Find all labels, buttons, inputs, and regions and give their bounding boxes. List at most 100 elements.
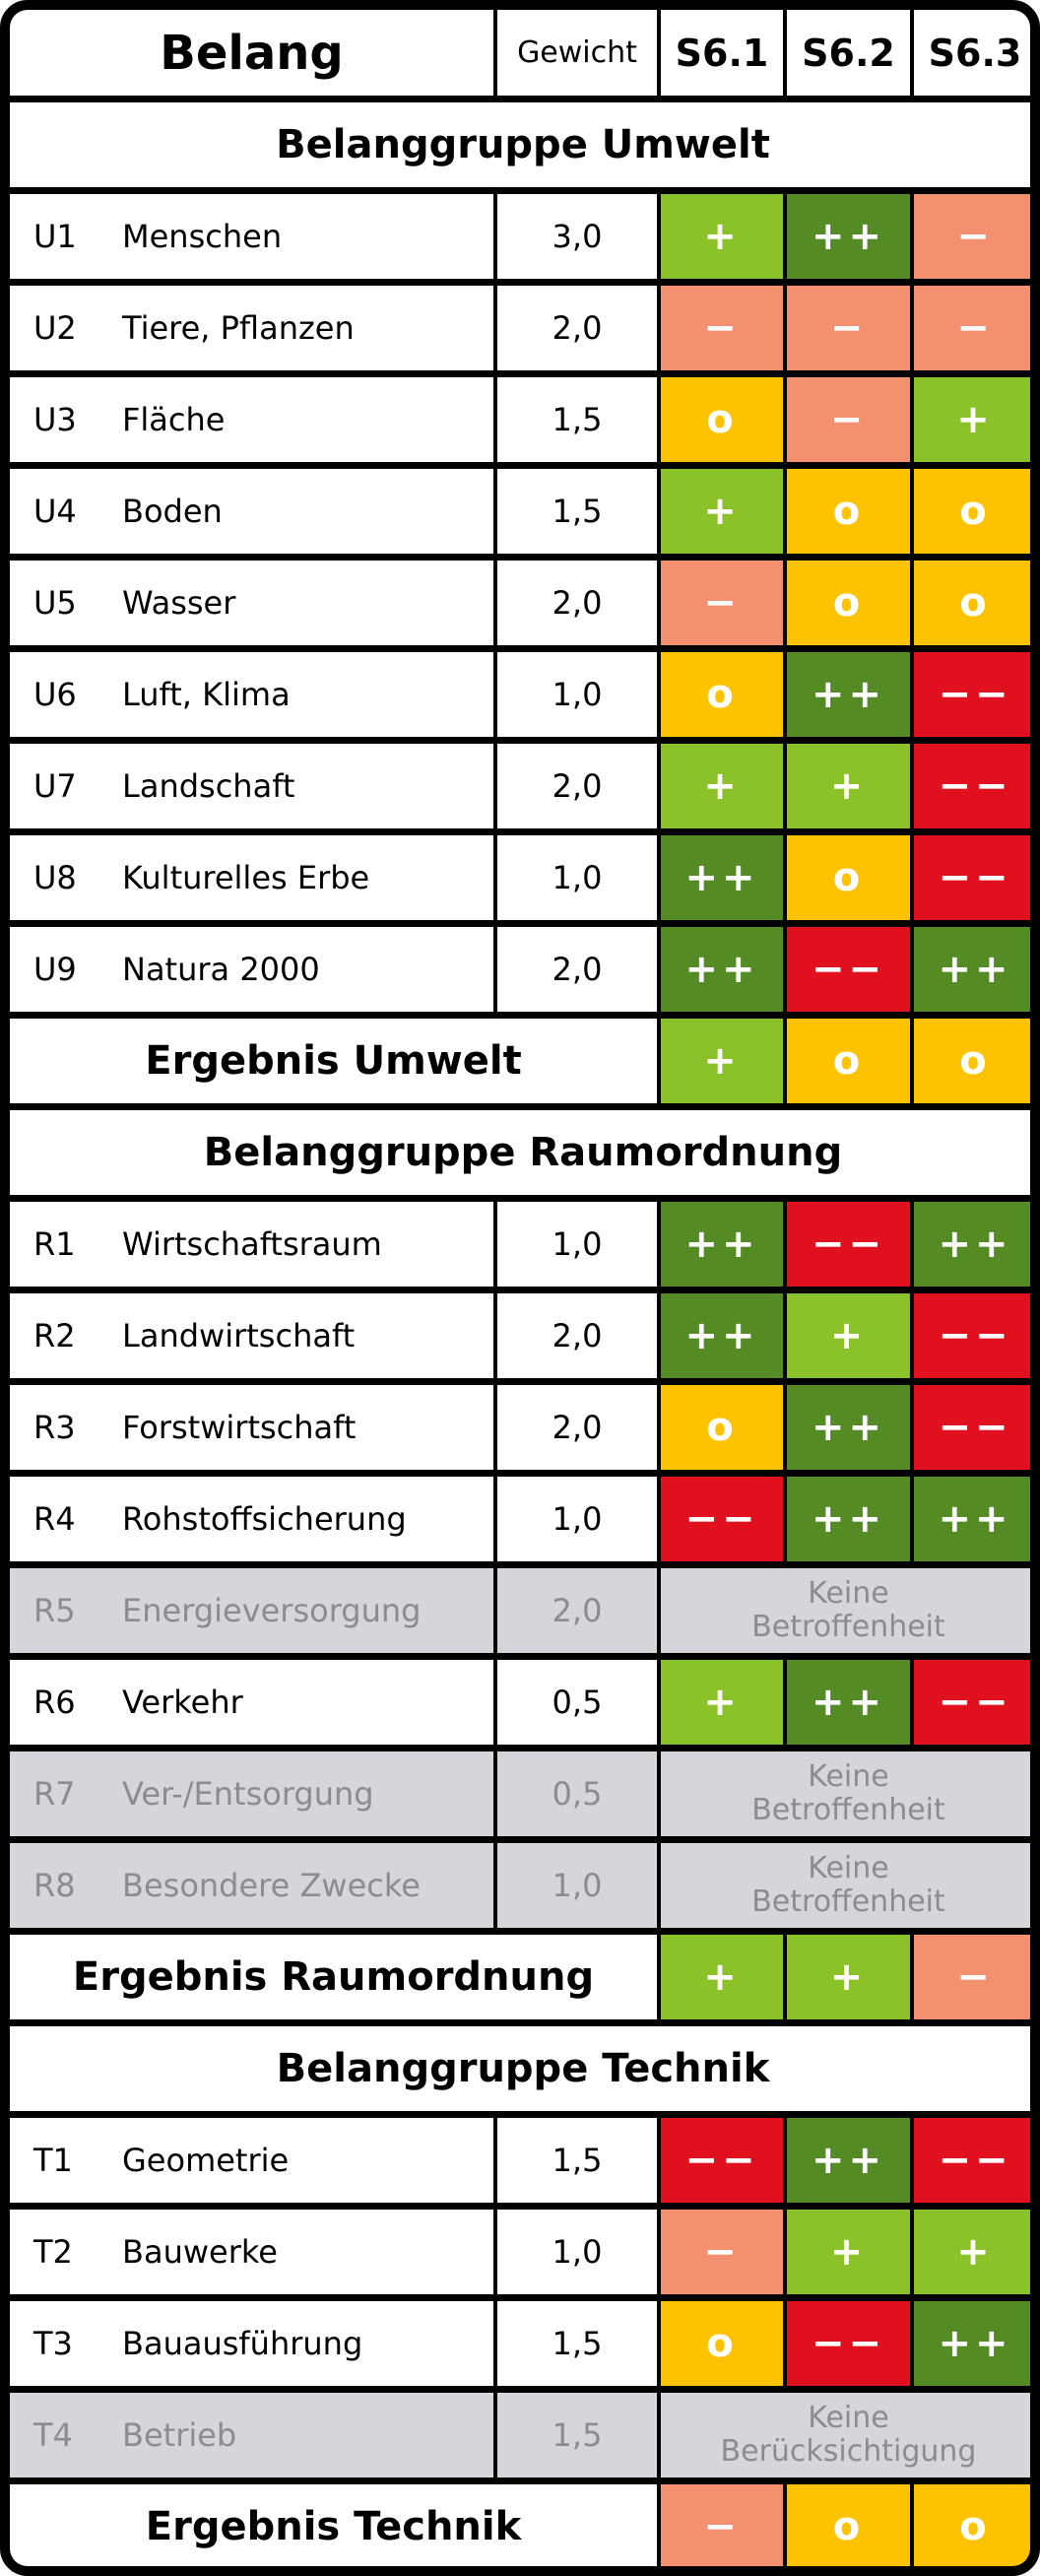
belang-name-cell: T1 Geometrie	[10, 2118, 493, 2203]
rating-cell: +	[661, 469, 783, 554]
belang-name: Natura 2000	[122, 951, 320, 988]
belang-name: Forstwirtschaft	[122, 1409, 357, 1446]
not-applicable-note: Keine Berücksichtigung	[661, 2393, 1030, 2477]
rating-cell: o	[661, 2301, 783, 2386]
rating-cell: o	[787, 835, 910, 920]
result-label: Ergebnis Umwelt	[10, 1019, 657, 1103]
belang-name: Verkehr	[122, 1684, 243, 1721]
not-applicable-note: Keine Betroffenheit	[661, 1751, 1030, 1836]
header-s6-1: S6.1	[661, 10, 783, 96]
belang-name-cell: U8 Kulturelles Erbe	[10, 835, 493, 920]
belang-code: U3	[33, 401, 77, 438]
belang-code: U1	[33, 218, 77, 255]
weight-value: 2,0	[497, 1293, 657, 1378]
belang-code: U6	[33, 676, 77, 713]
note-line: Betroffenheit	[751, 1884, 945, 1919]
belang-name: Betrieb	[122, 2416, 237, 2454]
weight-value: 2,0	[497, 744, 657, 828]
belang-name: Landwirtschaft	[122, 1317, 356, 1354]
belang-name-cell: U9 Natura 2000	[10, 927, 493, 1012]
belang-name: Ver-/Entsorgung	[122, 1775, 374, 1813]
rating-cell: ++	[661, 1202, 783, 1287]
belang-code: T4	[33, 2416, 73, 2454]
weight-value: 0,5	[497, 1751, 657, 1836]
result-rating-cell: o	[787, 2484, 910, 2566]
header-s6-2: S6.2	[787, 10, 910, 96]
belang-name: Fläche	[122, 401, 226, 438]
weight-value: 1,5	[497, 377, 657, 462]
rating-cell: +	[787, 1293, 910, 1378]
result-rating-cell: +	[661, 1019, 783, 1103]
belang-name-cell: U4 Boden	[10, 469, 493, 554]
rating-cell: +	[914, 377, 1030, 462]
belang-code: R1	[33, 1225, 76, 1263]
rating-cell: −	[661, 561, 783, 645]
group-title: Belanggruppe Raumordnung	[10, 1110, 1030, 1195]
belang-name: Tiere, Pflanzen	[122, 309, 355, 347]
belang-code: U9	[33, 951, 77, 988]
belang-name: Geometrie	[122, 2142, 290, 2179]
rating-cell: −−	[661, 1477, 783, 1561]
header-gewicht: Gewicht	[497, 10, 657, 96]
weight-value: 1,5	[497, 2393, 657, 2477]
rating-cell: +	[661, 744, 783, 828]
rating-cell: ++	[787, 194, 910, 279]
weight-value: 1,5	[497, 2301, 657, 2386]
weight-value: 2,0	[497, 286, 657, 370]
belang-name: Menschen	[122, 218, 283, 255]
belang-name: Rohstoffsicherung	[122, 1500, 407, 1538]
result-rating-cell: o	[787, 1019, 910, 1103]
weight-value: 2,0	[497, 1385, 657, 1470]
belang-name: Wirtschaftsraum	[122, 1225, 382, 1263]
belang-name-cell: U7 Landschaft	[10, 744, 493, 828]
belang-name-cell: U5 Wasser	[10, 561, 493, 645]
rating-cell: ++	[914, 1477, 1030, 1561]
belang-name-cell: R4 Rohstoffsicherung	[10, 1477, 493, 1561]
result-rating-cell: o	[914, 1019, 1030, 1103]
note-line: Keine	[808, 1759, 889, 1794]
belang-name-cell: U2 Tiere, Pflanzen	[10, 286, 493, 370]
weight-value: 1,0	[497, 2210, 657, 2294]
belang-name: Landschaft	[122, 767, 295, 805]
note-line: Berücksichtigung	[720, 2434, 977, 2469]
belang-code: R8	[33, 1867, 76, 1904]
belang-code: R4	[33, 1500, 76, 1538]
rating-cell: −−	[914, 1385, 1030, 1470]
rating-cell: +	[787, 744, 910, 828]
belang-name-cell: U3 Fläche	[10, 377, 493, 462]
belang-name-cell: R2 Landwirtschaft	[10, 1293, 493, 1378]
rating-cell: −−	[914, 1660, 1030, 1745]
rating-cell: −	[914, 286, 1030, 370]
belang-code: R5	[33, 1592, 76, 1629]
result-rating-cell: −	[914, 1935, 1030, 2019]
rating-cell: +	[914, 2210, 1030, 2294]
belang-code: U2	[33, 309, 77, 347]
belang-name-cell: R7 Ver-/Entsorgung	[10, 1751, 493, 1836]
belang-name-cell: R8 Besondere Zwecke	[10, 1843, 493, 1928]
belang-name-cell: R6 Verkehr	[10, 1660, 493, 1745]
belang-code: T2	[33, 2233, 73, 2271]
belang-code: R6	[33, 1684, 76, 1721]
weight-value: 1,0	[497, 1843, 657, 1928]
rating-cell: ++	[661, 835, 783, 920]
rating-cell: ++	[914, 1202, 1030, 1287]
belang-name-cell: R1 Wirtschaftsraum	[10, 1202, 493, 1287]
belang-name-cell: T4 Betrieb	[10, 2393, 493, 2477]
rating-cell: ++	[661, 927, 783, 1012]
weight-value: 1,5	[497, 469, 657, 554]
header-s6-3: S6.3	[914, 10, 1030, 96]
rating-cell: −−	[914, 835, 1030, 920]
rating-cell: −	[787, 286, 910, 370]
rating-cell: o	[787, 561, 910, 645]
rating-cell: o	[914, 561, 1030, 645]
result-rating-cell: o	[914, 2484, 1030, 2566]
belang-name-cell: U1 Menschen	[10, 194, 493, 279]
belang-name: Luft, Klima	[122, 676, 291, 713]
weight-value: 2,0	[497, 1568, 657, 1653]
weight-value: 1,0	[497, 652, 657, 737]
rating-cell: −−	[787, 2301, 910, 2386]
rating-cell: ++	[787, 652, 910, 737]
result-rating-cell: −	[661, 2484, 783, 2566]
belang-name: Kulturelles Erbe	[122, 859, 370, 896]
